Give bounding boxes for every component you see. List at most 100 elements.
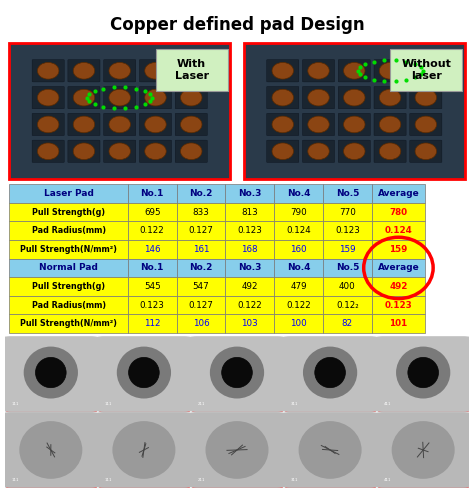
FancyBboxPatch shape bbox=[323, 315, 372, 333]
Ellipse shape bbox=[396, 346, 450, 398]
FancyBboxPatch shape bbox=[226, 296, 274, 315]
FancyBboxPatch shape bbox=[374, 140, 406, 163]
FancyBboxPatch shape bbox=[379, 414, 467, 486]
FancyBboxPatch shape bbox=[177, 296, 226, 315]
FancyBboxPatch shape bbox=[100, 338, 188, 410]
Text: Average: Average bbox=[378, 189, 419, 198]
Text: 0.122: 0.122 bbox=[140, 226, 164, 235]
Text: 311: 311 bbox=[291, 402, 299, 406]
FancyBboxPatch shape bbox=[372, 184, 425, 203]
FancyBboxPatch shape bbox=[226, 240, 274, 259]
Text: 0.127: 0.127 bbox=[189, 226, 213, 235]
FancyBboxPatch shape bbox=[302, 113, 335, 136]
FancyBboxPatch shape bbox=[374, 336, 473, 412]
FancyBboxPatch shape bbox=[286, 338, 374, 410]
Text: Pad Radius(mm): Pad Radius(mm) bbox=[32, 226, 106, 235]
Ellipse shape bbox=[117, 346, 171, 398]
Text: 0.124: 0.124 bbox=[286, 226, 311, 235]
Text: No.2: No.2 bbox=[189, 264, 213, 272]
FancyBboxPatch shape bbox=[274, 240, 323, 259]
FancyBboxPatch shape bbox=[226, 221, 274, 240]
Text: Without
laser: Without laser bbox=[401, 59, 451, 81]
FancyBboxPatch shape bbox=[139, 140, 172, 163]
FancyBboxPatch shape bbox=[302, 60, 335, 82]
Text: 111: 111 bbox=[12, 478, 19, 482]
Ellipse shape bbox=[308, 143, 329, 160]
FancyBboxPatch shape bbox=[323, 184, 372, 203]
FancyBboxPatch shape bbox=[68, 113, 100, 136]
Text: 545: 545 bbox=[144, 282, 161, 291]
FancyBboxPatch shape bbox=[302, 140, 335, 163]
FancyBboxPatch shape bbox=[177, 240, 226, 259]
FancyBboxPatch shape bbox=[274, 315, 323, 333]
FancyBboxPatch shape bbox=[139, 113, 172, 136]
FancyBboxPatch shape bbox=[338, 60, 370, 82]
FancyBboxPatch shape bbox=[372, 203, 425, 221]
Text: No.2: No.2 bbox=[189, 189, 213, 198]
Ellipse shape bbox=[299, 421, 362, 479]
FancyBboxPatch shape bbox=[281, 336, 379, 412]
Text: 547: 547 bbox=[192, 282, 210, 291]
FancyBboxPatch shape bbox=[128, 296, 177, 315]
Ellipse shape bbox=[392, 421, 455, 479]
Text: 311: 311 bbox=[291, 478, 299, 482]
Text: 400: 400 bbox=[339, 282, 356, 291]
FancyBboxPatch shape bbox=[226, 203, 274, 221]
Text: 159: 159 bbox=[339, 245, 356, 254]
Text: No.1: No.1 bbox=[140, 264, 164, 272]
FancyBboxPatch shape bbox=[104, 140, 136, 163]
FancyBboxPatch shape bbox=[9, 240, 128, 259]
FancyBboxPatch shape bbox=[274, 203, 323, 221]
FancyBboxPatch shape bbox=[323, 296, 372, 315]
Text: No.4: No.4 bbox=[287, 264, 310, 272]
Text: 112: 112 bbox=[144, 319, 161, 328]
FancyBboxPatch shape bbox=[188, 336, 286, 412]
Ellipse shape bbox=[145, 89, 166, 106]
FancyBboxPatch shape bbox=[128, 240, 177, 259]
FancyBboxPatch shape bbox=[379, 338, 467, 410]
Text: 106: 106 bbox=[193, 319, 210, 328]
Ellipse shape bbox=[73, 143, 95, 160]
Text: 0.123: 0.123 bbox=[384, 300, 412, 310]
Ellipse shape bbox=[181, 116, 202, 133]
Ellipse shape bbox=[109, 89, 130, 106]
Text: 0.122: 0.122 bbox=[237, 300, 262, 310]
Ellipse shape bbox=[206, 421, 268, 479]
FancyBboxPatch shape bbox=[1, 412, 100, 488]
Ellipse shape bbox=[145, 62, 166, 79]
Ellipse shape bbox=[415, 89, 437, 106]
Ellipse shape bbox=[308, 62, 329, 79]
Ellipse shape bbox=[415, 62, 437, 79]
Text: 111: 111 bbox=[12, 402, 19, 406]
Text: 0.123: 0.123 bbox=[237, 226, 262, 235]
FancyBboxPatch shape bbox=[410, 113, 442, 136]
FancyBboxPatch shape bbox=[128, 259, 177, 277]
FancyBboxPatch shape bbox=[410, 140, 442, 163]
Text: 168: 168 bbox=[241, 245, 258, 254]
Ellipse shape bbox=[303, 346, 357, 398]
Text: 492: 492 bbox=[242, 282, 258, 291]
FancyBboxPatch shape bbox=[9, 44, 230, 179]
FancyBboxPatch shape bbox=[68, 60, 100, 82]
FancyBboxPatch shape bbox=[139, 60, 172, 82]
FancyBboxPatch shape bbox=[9, 296, 128, 315]
FancyBboxPatch shape bbox=[32, 140, 64, 163]
Text: 159: 159 bbox=[389, 245, 408, 254]
Ellipse shape bbox=[36, 357, 66, 388]
FancyBboxPatch shape bbox=[175, 140, 207, 163]
Text: With
Laser: With Laser bbox=[174, 59, 209, 81]
FancyBboxPatch shape bbox=[139, 86, 172, 109]
Text: 479: 479 bbox=[290, 282, 307, 291]
Ellipse shape bbox=[415, 116, 437, 133]
FancyBboxPatch shape bbox=[267, 86, 299, 109]
Text: No.3: No.3 bbox=[238, 264, 262, 272]
Text: 695: 695 bbox=[144, 208, 161, 217]
Ellipse shape bbox=[145, 143, 166, 160]
FancyBboxPatch shape bbox=[32, 60, 64, 82]
Text: 111: 111 bbox=[105, 478, 112, 482]
Ellipse shape bbox=[24, 346, 78, 398]
Text: Copper defined pad Design: Copper defined pad Design bbox=[109, 16, 365, 34]
FancyBboxPatch shape bbox=[128, 315, 177, 333]
FancyBboxPatch shape bbox=[177, 203, 226, 221]
FancyBboxPatch shape bbox=[9, 277, 128, 296]
